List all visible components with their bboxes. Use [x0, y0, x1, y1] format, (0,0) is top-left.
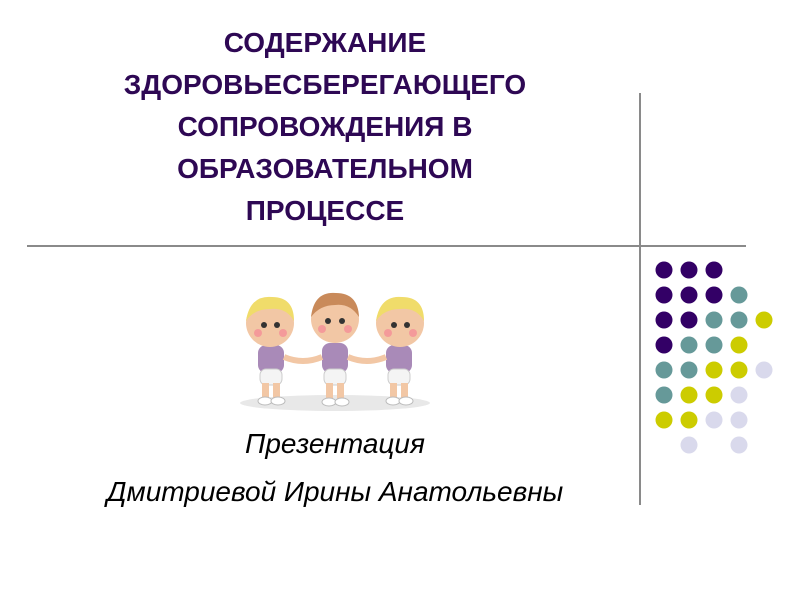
child-right [376, 296, 424, 406]
decorative-dot [680, 361, 698, 379]
decorative-dot [705, 261, 723, 279]
children-illustration [240, 292, 430, 411]
decorative-dot [655, 411, 673, 429]
decorative-dot [680, 411, 698, 429]
title-line: СОПРОВОЖДЕНИЯ В [177, 111, 473, 142]
decorative-dot [655, 286, 673, 304]
vertical-divider [639, 93, 641, 505]
holding-hands [282, 354, 324, 364]
title-line: ПРОЦЕССЕ [245, 195, 405, 226]
decorative-dot [680, 336, 698, 354]
decorative-dot [655, 361, 673, 379]
decorative-dot [705, 361, 723, 379]
slide-title: СОДЕРЖАНИЕ ЗДОРОВЬЕСБЕРЕГАЮЩЕГО СОПРОВОЖ… [40, 22, 610, 232]
subtitle-line: Презентация [245, 428, 425, 459]
decorative-dot [730, 336, 748, 354]
decorative-dot [655, 311, 673, 329]
slide-subtitle: Презентация Дмитриевой Ирины Анатольевны [30, 420, 640, 516]
decorative-dot [730, 311, 748, 329]
title-line: ОБРАЗОВАТЕЛЬНОМ [177, 153, 473, 184]
horizontal-divider [27, 245, 746, 247]
decorative-dot [705, 311, 723, 329]
decorative-dot [655, 386, 673, 404]
decorative-dot [730, 286, 748, 304]
decorative-dot [705, 411, 723, 429]
decorative-dot [680, 436, 698, 454]
decorative-dot [705, 386, 723, 404]
decorative-dot [755, 361, 773, 379]
decorative-dot [730, 361, 748, 379]
decorative-dot [730, 411, 748, 429]
child-middle [311, 292, 359, 407]
title-line: ЗДОРОВЬЕСБЕРЕГАЮЩЕГО [123, 69, 527, 100]
decorative-dot [755, 311, 773, 329]
decorative-dot [680, 386, 698, 404]
title-line: СОДЕРЖАНИЕ [223, 27, 427, 58]
decorative-dot [730, 436, 748, 454]
decorative-dot [680, 286, 698, 304]
decorative-dot [705, 286, 723, 304]
decorative-dot [705, 336, 723, 354]
decorative-dot [730, 386, 748, 404]
decorative-dot [680, 311, 698, 329]
subtitle-line: Дмитриевой Ирины Анатольевны [106, 476, 564, 507]
decorative-dot [680, 261, 698, 279]
child-left [246, 296, 294, 406]
holding-hands [346, 354, 388, 364]
decorative-dot [655, 336, 673, 354]
decorative-dot [655, 261, 673, 279]
